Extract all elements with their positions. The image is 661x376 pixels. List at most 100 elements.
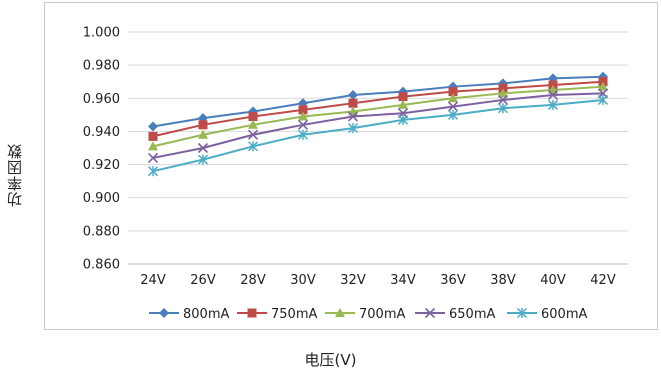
x-tick-label: 28V: [240, 273, 266, 288]
x-tick-label: 42V: [590, 273, 616, 288]
diamond-shape: [348, 89, 358, 100]
legend-item-650mA: 650mA: [415, 307, 495, 322]
legend-marker: [424, 307, 436, 319]
square-shape: [348, 98, 358, 108]
data-point-700mA: [148, 141, 158, 151]
data-point-650mA: [147, 152, 159, 164]
data-point-600mA: [547, 99, 559, 110]
data-point-600mA: [247, 141, 259, 152]
legend-marker: [247, 308, 257, 318]
data-point-750mA: [348, 98, 358, 108]
data-point-750mA: [248, 112, 258, 122]
data-point-750mA: [198, 120, 208, 130]
data-point-600mA: [197, 154, 209, 165]
data-point-600mA: [297, 129, 309, 140]
x-tick-label: 32V: [340, 273, 366, 288]
data-point-600mA: [397, 114, 409, 125]
x-tick-label: 38V: [490, 273, 516, 288]
square-shape: [448, 87, 458, 97]
data-point-750mA: [448, 87, 458, 97]
triangle-shape: [298, 111, 308, 121]
x-tick-label: 30V: [290, 273, 316, 288]
data-point-650mA: [447, 101, 459, 112]
chart-area: 0.860 0.880 0.900 0.920 0.940 0.960 0.980 1.000…: [44, 2, 658, 330]
x-tick-label: 36V: [440, 273, 466, 288]
legend-item-600mA: 600mA: [507, 307, 587, 322]
square-shape: [198, 120, 208, 130]
square-shape: [248, 112, 258, 122]
legend-item-750mA: 750mA: [237, 307, 317, 322]
x-stroke: [447, 101, 459, 112]
series-line-650mA: [152, 92, 604, 159]
y-tick-label: 0.980: [83, 59, 120, 74]
data-point-650mA: [497, 94, 509, 106]
legend-item-800mA: 800mA: [149, 307, 229, 322]
y-tick-label: 0.920: [83, 158, 120, 173]
x-stroke: [424, 307, 436, 319]
legend-marker: [159, 308, 169, 318]
triangle-shape: [198, 129, 208, 139]
x-tick-label: 24V: [140, 273, 166, 288]
triangle-shape: [498, 88, 508, 98]
diamond-shape: [159, 308, 169, 318]
y-tick-label: 0.860: [83, 258, 120, 273]
y-tick-label: 0.880: [83, 224, 120, 239]
x-stroke: [297, 119, 309, 130]
x-stroke: [547, 89, 559, 101]
x-tick-label: 34V: [390, 273, 416, 288]
x-axis-title: 电压(V): [304, 351, 357, 369]
square-shape: [398, 92, 408, 102]
data-point-600mA: [447, 109, 459, 120]
y-tick-label: 0.940: [83, 125, 120, 140]
triangle-shape: [248, 119, 258, 129]
legend-label: 800mA: [183, 307, 229, 322]
series-line-750mA: [152, 80, 604, 138]
legend-label: 600mA: [541, 307, 587, 322]
y-axis-title: 功率因数: [6, 143, 24, 207]
x-stroke: [147, 152, 159, 164]
data-point-700mA: [498, 88, 508, 98]
x-stroke: [197, 142, 209, 154]
legend-item-700mA: 700mA: [325, 307, 405, 322]
series-line-600mA: [152, 98, 604, 173]
x-tick-label: 40V: [540, 273, 566, 288]
square-shape: [298, 105, 308, 115]
data-point-600mA: [147, 166, 159, 177]
triangle-shape: [598, 81, 608, 91]
data-point-650mA: [197, 142, 209, 154]
legend-marker: [335, 308, 345, 317]
data-point-650mA: [247, 129, 259, 140]
data-point-650mA: [347, 111, 359, 122]
legend-label: 750mA: [271, 307, 317, 322]
legend-label: 700mA: [359, 307, 405, 322]
legend-marker: [516, 307, 528, 319]
y-tick-label: 0.900: [83, 191, 120, 206]
data-point-700mA: [198, 129, 208, 139]
x-tick-label: 26V: [190, 273, 216, 288]
diamond-shape: [148, 121, 158, 132]
data-point-600mA: [497, 103, 509, 114]
series-line-700mA: [152, 85, 604, 148]
x-stroke: [247, 129, 259, 140]
triangle-shape: [398, 99, 408, 109]
data-point-700mA: [298, 111, 308, 121]
data-point-650mA: [547, 89, 559, 101]
triangle-shape: [335, 308, 345, 317]
x-stroke: [497, 94, 509, 106]
data-point-750mA: [298, 105, 308, 115]
data-point-600mA: [347, 123, 359, 134]
triangle-shape: [148, 141, 158, 151]
data-point-750mA: [398, 92, 408, 102]
data-point-700mA: [448, 93, 458, 103]
line-chart: 0.860 0.880 0.900 0.920 0.940 0.960 0.980 1.000…: [83, 26, 628, 322]
data-point-700mA: [398, 99, 408, 109]
data-point-800mA: [348, 89, 358, 100]
x-stroke: [347, 111, 359, 122]
series-line-800mA: [152, 75, 604, 128]
square-shape: [148, 131, 158, 141]
data-point-700mA: [598, 81, 608, 91]
data-point-750mA: [148, 131, 158, 141]
y-tick-label: 0.960: [83, 92, 120, 107]
square-shape: [247, 308, 257, 318]
legend-label: 650mA: [449, 307, 495, 322]
